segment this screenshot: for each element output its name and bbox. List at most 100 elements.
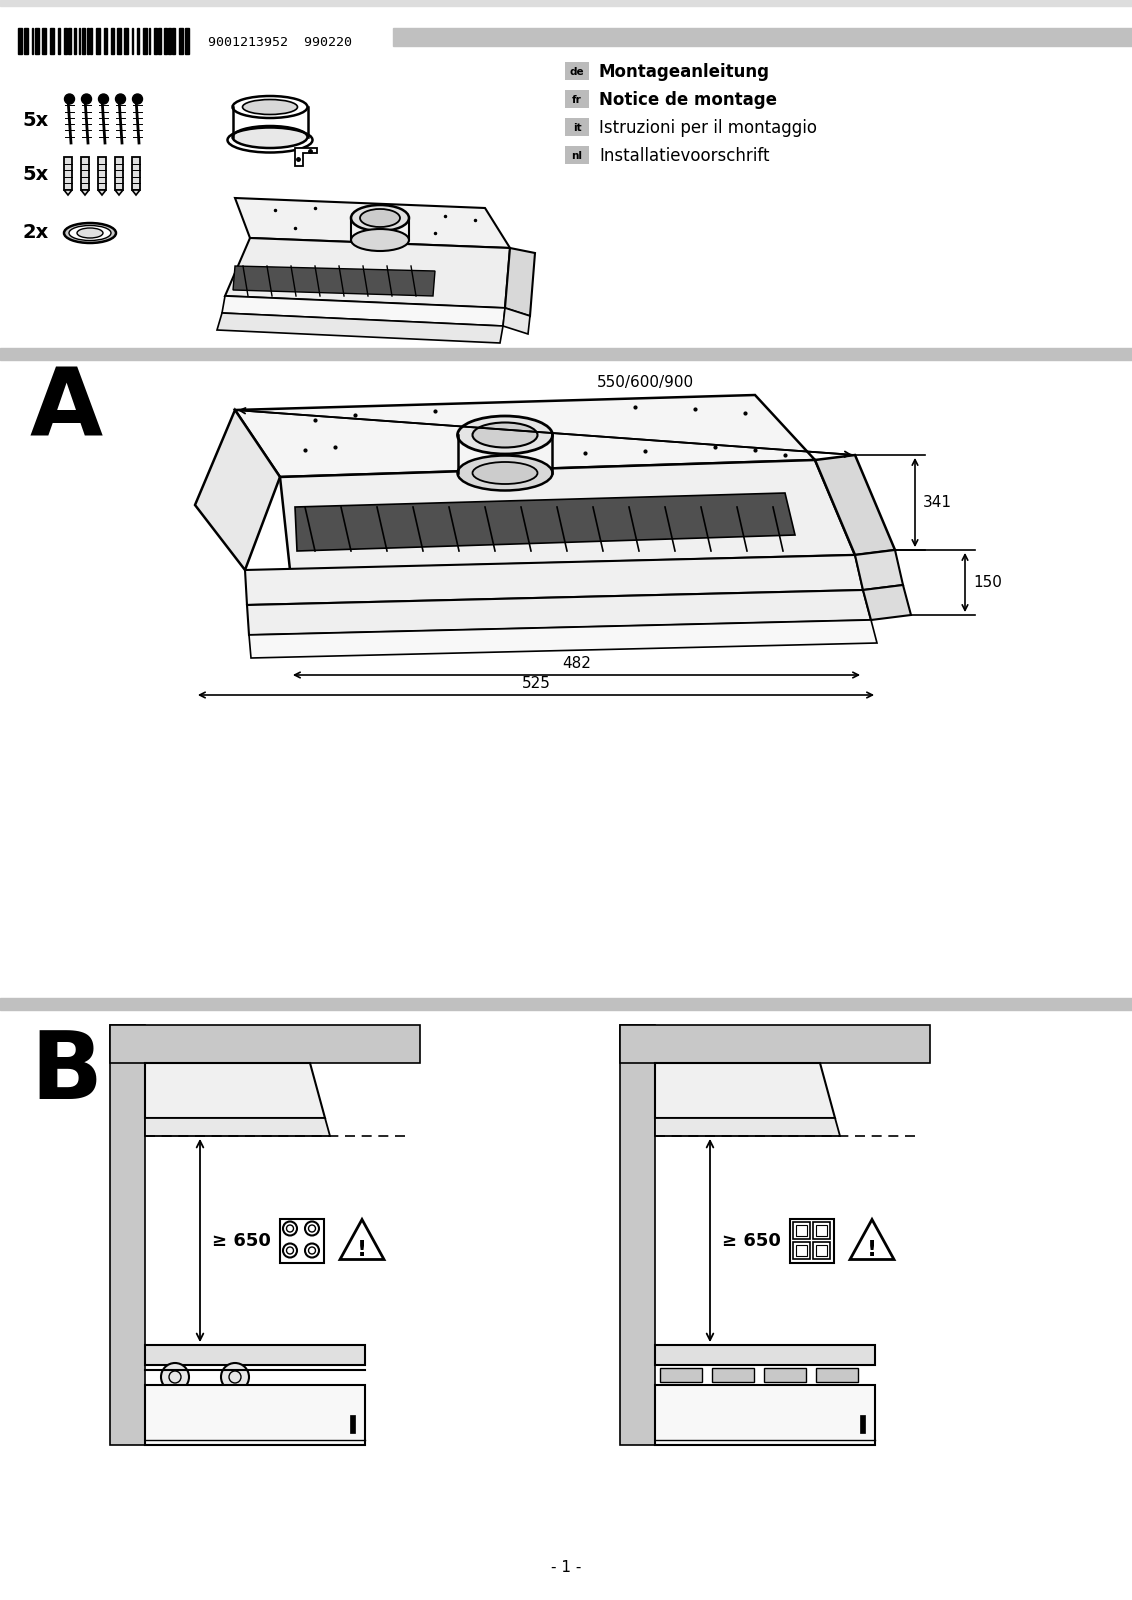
Ellipse shape: [472, 462, 538, 483]
Bar: [168, 27, 171, 54]
Bar: [660, 1368, 702, 1382]
Ellipse shape: [360, 210, 400, 227]
Text: 5x: 5x: [22, 165, 49, 184]
Bar: [0, 0, 1132, 6]
Bar: [110, 1026, 145, 1445]
Bar: [82, 157, 89, 190]
Bar: [65, 157, 72, 190]
Polygon shape: [217, 314, 503, 342]
Text: !: !: [357, 1240, 367, 1261]
Bar: [32, 27, 33, 54]
Polygon shape: [115, 190, 123, 195]
Bar: [98, 157, 106, 190]
Bar: [393, 27, 1132, 46]
Text: nl: nl: [572, 150, 583, 162]
Bar: [50, 27, 54, 54]
Polygon shape: [340, 1219, 384, 1259]
Bar: [655, 1386, 875, 1445]
Bar: [68, 27, 71, 54]
Ellipse shape: [351, 229, 409, 251]
Bar: [179, 27, 183, 54]
Text: Istruzioni per il montaggio: Istruzioni per il montaggio: [599, 118, 817, 138]
Circle shape: [115, 94, 126, 104]
Polygon shape: [655, 1118, 840, 1136]
Polygon shape: [295, 493, 795, 550]
Polygon shape: [145, 1118, 331, 1136]
Circle shape: [65, 94, 75, 104]
Bar: [35, 27, 38, 54]
Bar: [764, 1368, 806, 1382]
Bar: [0, 349, 1132, 360]
Text: ≥ 650: ≥ 650: [722, 1232, 781, 1250]
Polygon shape: [145, 1062, 325, 1118]
Bar: [620, 1026, 931, 1062]
Ellipse shape: [457, 416, 552, 454]
Bar: [796, 1245, 807, 1256]
Bar: [42, 27, 45, 54]
Ellipse shape: [69, 226, 111, 240]
Polygon shape: [655, 1062, 835, 1118]
Text: 341: 341: [923, 494, 952, 510]
Bar: [185, 27, 189, 54]
Circle shape: [161, 1363, 189, 1390]
Bar: [111, 27, 114, 54]
Text: B: B: [31, 1027, 102, 1118]
Bar: [148, 27, 149, 54]
Bar: [655, 1346, 875, 1365]
Bar: [350, 1414, 355, 1434]
Polygon shape: [505, 248, 535, 317]
Polygon shape: [222, 296, 505, 326]
Polygon shape: [247, 590, 871, 635]
Polygon shape: [235, 198, 511, 248]
Text: 550/600/900: 550/600/900: [597, 374, 694, 390]
Bar: [816, 1245, 827, 1256]
Circle shape: [82, 94, 92, 104]
Circle shape: [98, 94, 109, 104]
FancyBboxPatch shape: [565, 62, 589, 80]
Bar: [158, 27, 161, 54]
Polygon shape: [280, 461, 855, 570]
Bar: [117, 27, 121, 54]
Bar: [816, 1368, 858, 1382]
Bar: [96, 27, 100, 54]
Ellipse shape: [232, 96, 308, 118]
Bar: [74, 27, 76, 54]
Bar: [145, 1386, 365, 1445]
Bar: [145, 1346, 365, 1365]
Polygon shape: [225, 238, 511, 307]
Circle shape: [221, 1363, 249, 1390]
Bar: [58, 27, 60, 54]
Bar: [816, 1224, 827, 1235]
Text: ≥ 650: ≥ 650: [212, 1232, 271, 1250]
Text: it: it: [573, 123, 582, 133]
Bar: [154, 27, 157, 54]
Text: 150: 150: [974, 574, 1002, 590]
Bar: [137, 27, 139, 54]
Bar: [813, 1242, 830, 1259]
Text: !: !: [867, 1240, 877, 1261]
Bar: [18, 27, 23, 54]
Bar: [91, 27, 92, 54]
Ellipse shape: [77, 227, 103, 238]
Polygon shape: [850, 1219, 894, 1259]
Bar: [813, 1221, 830, 1238]
Text: 5x: 5x: [22, 110, 49, 130]
FancyBboxPatch shape: [790, 1219, 834, 1262]
Text: 2x: 2x: [22, 222, 49, 242]
Polygon shape: [98, 190, 106, 195]
Polygon shape: [863, 586, 911, 619]
Text: Installatievoorschrift: Installatievoorschrift: [599, 147, 770, 165]
Polygon shape: [132, 190, 140, 195]
Bar: [0, 998, 1132, 1010]
Bar: [796, 1224, 807, 1235]
Bar: [794, 1221, 811, 1238]
Text: 482: 482: [563, 656, 591, 670]
Text: fr: fr: [572, 94, 582, 106]
Polygon shape: [503, 307, 530, 334]
Text: A: A: [31, 365, 103, 456]
Bar: [172, 27, 175, 54]
Ellipse shape: [472, 422, 538, 448]
Bar: [24, 27, 27, 54]
Ellipse shape: [65, 222, 115, 243]
Polygon shape: [245, 555, 863, 605]
